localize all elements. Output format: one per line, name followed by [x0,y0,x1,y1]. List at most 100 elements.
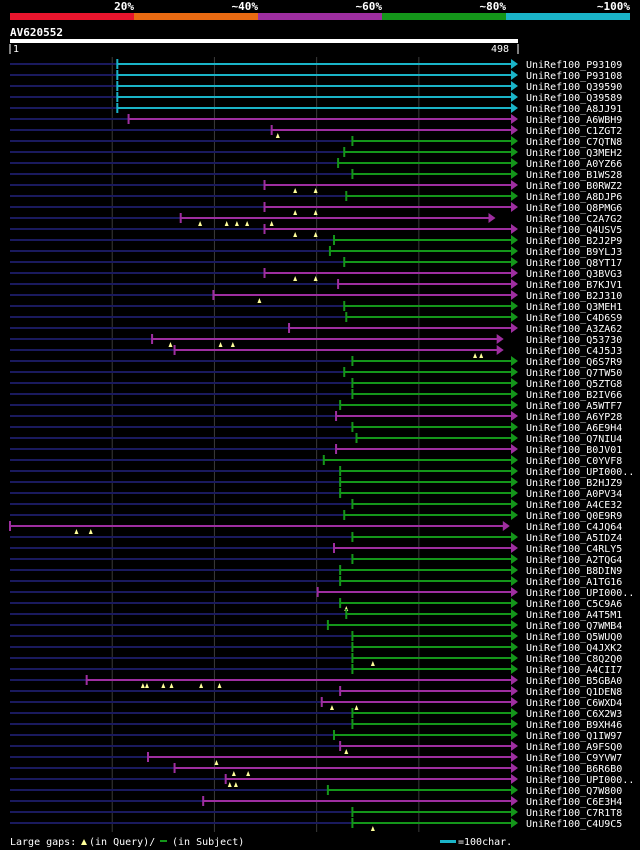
hit-row[interactable]: UniRef100_C6WXD4 [10,697,622,710]
hit-label[interactable]: UniRef100_B9XH46 [526,720,622,731]
hit-label[interactable]: UniRef100_B2HJZ9 [526,478,622,489]
hit-label[interactable]: UniRef100_Q5WUQ0 [526,632,622,643]
hit-row[interactable]: UniRef100_C4D6S9 [10,312,622,324]
hit-row[interactable]: UniRef100_Q8YT17 [10,257,622,269]
hit-row[interactable]: UniRef100_A6YP28 [10,411,622,423]
hit-row[interactable]: UniRef100_Q7W800 [10,785,622,797]
hit-label[interactable]: UniRef100_C2A7G2 [526,214,622,225]
hit-label[interactable]: UniRef100_C9YVW7 [526,753,622,764]
hit-label[interactable]: UniRef100_B0RWZ2 [526,181,622,192]
hit-row[interactable]: UniRef100_UPI000.. [10,774,634,787]
hit-row[interactable]: UniRef100_C4JQ64 [9,521,622,534]
hit-row[interactable]: UniRef100_Q6S7R9 [10,356,622,368]
hit-label[interactable]: UniRef100_A6YP28 [526,412,622,423]
hit-label[interactable]: UniRef100_Q39590 [526,82,622,93]
hit-label[interactable]: UniRef100_A8JJ91 [526,104,622,115]
hit-label[interactable]: UniRef100_UPI000.. [526,775,634,786]
hit-row[interactable]: UniRef100_Q5ZTG8 [10,378,622,390]
hit-row[interactable]: UniRef100_A6WBH9 [10,114,622,126]
hit-row[interactable]: UniRef100_Q8PMG6 [10,202,622,215]
hit-row[interactable]: UniRef100_A0PV34 [10,488,622,500]
hit-row[interactable]: UniRef100_A2TQG4 [10,554,622,566]
hit-label[interactable]: UniRef100_C4J5J3 [526,346,622,357]
hit-row[interactable]: UniRef100_Q3BVG3 [10,268,622,281]
hit-row[interactable]: UniRef100_UPI000.. [10,466,634,478]
hit-label[interactable]: UniRef100_B2J310 [526,291,622,302]
hit-row[interactable]: UniRef100_A3ZA62 [10,323,622,335]
hit-row[interactable]: UniRef100_Q0E9R9 [10,510,622,522]
hit-row[interactable]: UniRef100_B0RWZ2 [10,180,622,193]
hit-row[interactable]: UniRef100_P93108 [10,70,622,82]
hit-label[interactable]: UniRef100_C7QTN8 [526,137,622,148]
hit-label[interactable]: UniRef100_Q4JXK2 [526,643,622,654]
hit-label[interactable]: UniRef100_C4JQ64 [526,522,622,533]
hit-label[interactable]: UniRef100_C4D6S9 [526,313,622,324]
hit-label[interactable]: UniRef100_C6WXD4 [526,698,622,709]
hit-label[interactable]: UniRef100_Q3BVG3 [526,269,622,280]
hit-label[interactable]: UniRef100_Q7W800 [526,786,622,797]
hit-label[interactable]: UniRef100_A6WBH9 [526,115,622,126]
hit-label[interactable]: UniRef100_C7R1T8 [526,808,622,819]
hit-label[interactable]: UniRef100_B2IV66 [526,390,622,401]
hit-label[interactable]: UniRef100_B5GBA0 [526,676,622,687]
hit-row[interactable]: UniRef100_A1TG16 [10,576,622,588]
hit-row[interactable]: UniRef100_Q7WMB4 [10,620,622,632]
hit-label[interactable]: UniRef100_Q7TW50 [526,368,622,379]
hit-label[interactable]: UniRef100_A5IDZ4 [526,533,622,544]
hit-label[interactable]: UniRef100_Q3MEH1 [526,302,622,313]
hit-label[interactable]: UniRef100_A5WTF7 [526,401,622,412]
hit-row[interactable]: UniRef100_B6R6B0 [10,763,622,776]
hit-row[interactable]: UniRef100_C0YVF8 [10,455,622,467]
hit-row[interactable]: UniRef100_A8DJP6 [10,191,622,203]
hit-row[interactable]: UniRef100_A4T5M1 [10,609,622,621]
hit-row[interactable]: UniRef100_B2HJZ9 [10,477,622,489]
hit-label[interactable]: UniRef100_A4T5M1 [526,610,622,621]
hit-row[interactable]: UniRef100_C7R1T8 [10,807,622,819]
hit-label[interactable]: UniRef100_C4RLY5 [526,544,622,555]
hit-label[interactable]: UniRef100_B7KJV1 [526,280,622,291]
hit-label[interactable]: UniRef100_B9YLJ3 [526,247,622,258]
hit-row[interactable]: UniRef100_C6X2W3 [10,708,622,720]
hit-label[interactable]: UniRef100_Q53730 [526,335,622,346]
hit-row[interactable]: UniRef100_C6E3H4 [10,796,622,808]
hit-row[interactable]: UniRef100_A4CE32 [10,499,622,511]
hit-label[interactable]: UniRef100_Q1DEN8 [526,687,622,698]
hit-label[interactable]: UniRef100_A2TQG4 [526,555,622,566]
hit-row[interactable]: UniRef100_C4U9C5 [10,818,622,831]
hit-label[interactable]: UniRef100_Q39589 [526,93,622,104]
hit-label[interactable]: UniRef100_P93109 [526,60,622,71]
hit-label[interactable]: UniRef100_C6X2W3 [526,709,622,720]
hit-label[interactable]: UniRef100_Q0E9R9 [526,511,622,522]
hit-row[interactable]: UniRef100_B2IV66 [10,389,622,401]
hit-row[interactable]: UniRef100_B7KJV1 [10,279,622,291]
hit-label[interactable]: UniRef100_B8DIN9 [526,566,622,577]
hit-label[interactable]: UniRef100_C8Q2Q0 [526,654,622,665]
hit-row[interactable]: UniRef100_Q4USV5 [10,224,622,237]
hit-row[interactable]: UniRef100_A0YZ66 [10,158,622,170]
hit-row[interactable]: UniRef100_C4RLY5 [10,543,622,555]
hit-label[interactable]: UniRef100_B2J2P9 [526,236,622,247]
hit-row[interactable]: UniRef100_B2J2P9 [10,235,622,247]
hit-row[interactable]: UniRef100_B1WS28 [10,169,622,181]
hit-label[interactable]: UniRef100_A1TG16 [526,577,622,588]
hit-row[interactable]: UniRef100_A6E9H4 [10,422,622,434]
hit-row[interactable]: UniRef100_C1ZGT2 [10,125,622,138]
hit-label[interactable]: UniRef100_B6R6B0 [526,764,622,775]
hit-row[interactable]: UniRef100_C8Q2Q0 [10,653,622,666]
hit-row[interactable]: UniRef100_Q7NIU4 [10,433,622,445]
hit-label[interactable]: UniRef100_Q7NIU4 [526,434,622,445]
hit-label[interactable]: UniRef100_C5C9A6 [526,599,622,610]
hit-label[interactable]: UniRef100_B0JV01 [526,445,622,456]
hit-row[interactable]: UniRef100_Q5WUQ0 [10,631,622,643]
hit-row[interactable]: UniRef100_B9YLJ3 [10,246,622,258]
hit-label[interactable]: UniRef100_Q8YT17 [526,258,622,269]
hit-row[interactable]: UniRef100_B5GBA0 [10,675,622,688]
hit-row[interactable]: UniRef100_C7QTN8 [10,136,622,148]
hit-label[interactable]: UniRef100_Q7WMB4 [526,621,622,632]
hit-label[interactable]: UniRef100_A4CE32 [526,500,622,511]
hit-label[interactable]: UniRef100_A6E9H4 [526,423,622,434]
hit-label[interactable]: UniRef100_A0PV34 [526,489,622,500]
hit-label[interactable]: UniRef100_Q4USV5 [526,225,622,236]
hit-label[interactable]: UniRef100_P93108 [526,71,622,82]
hit-row[interactable]: UniRef100_Q1DEN8 [10,686,622,698]
